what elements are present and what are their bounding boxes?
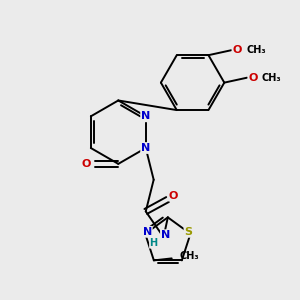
Text: N: N xyxy=(161,230,170,240)
Text: N: N xyxy=(141,143,150,153)
Text: CH₃: CH₃ xyxy=(262,73,282,83)
Text: O: O xyxy=(248,73,258,83)
Text: N: N xyxy=(141,111,150,121)
Text: N: N xyxy=(142,227,152,237)
Text: S: S xyxy=(184,227,193,237)
Text: O: O xyxy=(232,45,242,55)
Text: CH₃: CH₃ xyxy=(180,251,199,261)
Text: CH₃: CH₃ xyxy=(246,45,266,55)
Text: O: O xyxy=(169,190,178,201)
Text: O: O xyxy=(82,159,91,169)
Text: H: H xyxy=(150,238,158,248)
